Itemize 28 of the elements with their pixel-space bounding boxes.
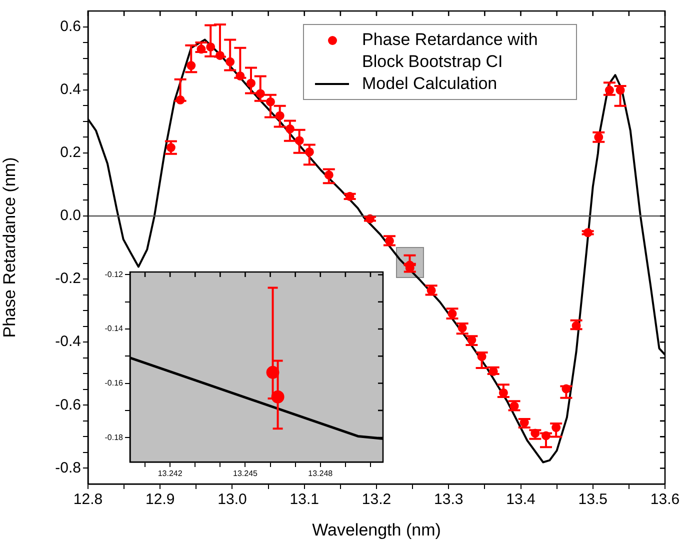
x-tick-label: 13.1: [290, 491, 319, 508]
legend-label: Model Calculation: [362, 73, 498, 95]
x-tick-label: 13.2: [362, 491, 392, 508]
y-tick-label: -0.14: [104, 324, 124, 334]
y-axis-title: Phase Retardance (nm): [0, 157, 19, 338]
x-tick-label: 13.245: [232, 469, 258, 478]
y-tick-label: -0.18: [104, 432, 124, 442]
y-tick-label: -0.12: [104, 270, 124, 279]
x-tick-label: 13.3: [434, 491, 464, 508]
legend-label: Phase Retardance with Block Bootstrap CI: [362, 29, 539, 73]
x-tick-label: 13.6: [650, 491, 680, 508]
x-tick-label: 13.242: [158, 469, 183, 478]
x-axis-title: Wavelength (nm): [312, 520, 441, 540]
y-tick-label: -0.6: [55, 396, 81, 414]
x-tick-label: 13.248: [308, 469, 334, 478]
x-tick-label: 12.9: [146, 491, 175, 508]
y-tick-label: 0.4: [60, 80, 81, 98]
y-tick-label: 0.6: [60, 18, 81, 35]
y-tick-label: -0.8: [55, 459, 81, 476]
y-tick-label: 0.2: [60, 144, 81, 162]
x-tick-label: 13.0: [218, 491, 247, 508]
x-tick-label: 12.8: [73, 491, 103, 508]
x-tick-label: 13.5: [578, 491, 608, 508]
y-tick-label: -0.4: [55, 333, 81, 350]
y-tick-label: -0.16: [104, 378, 124, 388]
y-tick-label: 0.0: [60, 207, 81, 224]
x-tick-label: 13.4: [506, 491, 536, 508]
y-tick-label: -0.2: [55, 270, 81, 288]
